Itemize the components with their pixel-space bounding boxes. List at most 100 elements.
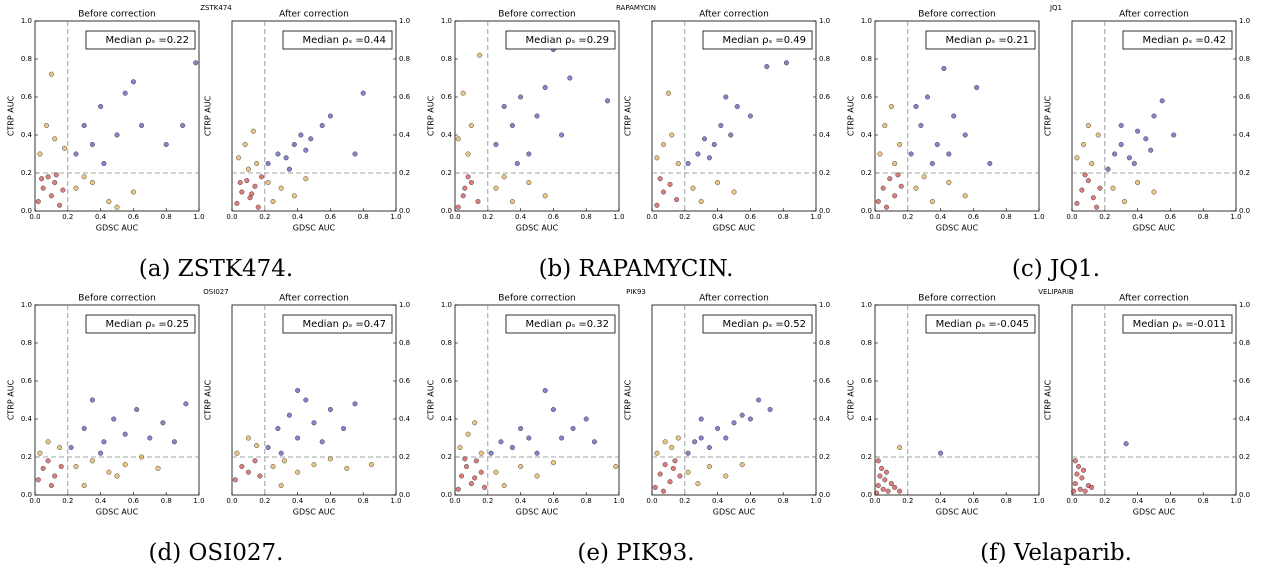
y-tick-label: 0.2 <box>399 453 410 461</box>
point <box>498 439 504 445</box>
point <box>89 397 95 403</box>
point <box>929 198 935 204</box>
x-tick-label: 0.6 <box>548 497 560 505</box>
figure-title: RAPAMYCIN <box>616 4 656 12</box>
axes-frame <box>454 20 620 212</box>
point <box>155 465 161 471</box>
point <box>106 469 112 475</box>
point <box>57 445 63 451</box>
x-tick-label: 0.4 <box>935 213 947 221</box>
point <box>660 189 666 195</box>
point <box>718 122 724 128</box>
x-tick-label: 0.6 <box>128 213 140 221</box>
point <box>48 193 54 199</box>
point <box>783 60 789 66</box>
point <box>1090 195 1096 201</box>
annotation: Median ρₛ =-0.045 <box>936 319 1029 330</box>
point <box>739 412 745 418</box>
axes-frame <box>231 304 397 496</box>
y-axis-label: CTRP AUC <box>624 379 633 420</box>
point <box>897 141 903 147</box>
x-tick-label: 0.2 <box>1099 497 1110 505</box>
point <box>57 202 63 208</box>
subplot-title: Before correction <box>498 294 576 304</box>
point <box>319 122 325 128</box>
y-tick-label: 0.6 <box>819 93 831 101</box>
y-tick-label: 1.0 <box>861 17 872 25</box>
point <box>1076 464 1082 470</box>
x-tick-label: 1.0 <box>613 213 624 221</box>
y-tick-label: 0.4 <box>441 131 453 139</box>
annotation: Median ρₛ =0.42 <box>1143 35 1226 46</box>
y-tick-label: 0.4 <box>21 415 33 423</box>
point <box>559 435 565 441</box>
y-axis-label: CTRP AUC <box>624 95 633 136</box>
subplot-title: Before correction <box>918 294 996 304</box>
point <box>534 113 540 119</box>
x-tick-label: 0.8 <box>1001 497 1012 505</box>
point <box>270 198 276 204</box>
point <box>457 445 463 451</box>
y-tick-label: 0.8 <box>819 55 830 63</box>
point <box>665 90 671 96</box>
point <box>303 176 309 182</box>
annotation-box <box>702 30 813 50</box>
x-axis-label: GDSC AUC <box>936 508 979 517</box>
subplot-title: Before correction <box>498 10 576 20</box>
point <box>291 141 297 147</box>
point <box>924 94 930 100</box>
y-tick-label: 1.0 <box>861 301 872 309</box>
point <box>52 136 58 142</box>
x-axis-label: GDSC AUC <box>96 224 139 233</box>
y-tick-label: 1.0 <box>441 17 452 25</box>
point <box>509 198 515 204</box>
point <box>1159 98 1165 104</box>
point <box>1126 155 1132 161</box>
point <box>613 464 619 470</box>
point <box>472 420 478 426</box>
point <box>974 84 980 90</box>
subplot-title: After correction <box>1119 294 1189 304</box>
x-tick-label: 0.6 <box>745 497 757 505</box>
y-tick-label: 0.6 <box>21 377 33 385</box>
point <box>473 458 479 464</box>
point <box>193 60 199 66</box>
point <box>501 174 507 180</box>
point <box>892 160 898 166</box>
y-tick-label: 0.6 <box>399 377 411 385</box>
point <box>250 128 256 134</box>
point <box>308 136 314 142</box>
point <box>352 401 358 407</box>
point <box>1151 113 1157 119</box>
x-tick-label: 0.8 <box>161 497 172 505</box>
point <box>921 174 927 180</box>
point <box>667 479 673 485</box>
annotation-box <box>925 314 1036 334</box>
point <box>43 122 49 128</box>
point <box>591 439 597 445</box>
point <box>73 464 79 470</box>
point <box>734 103 740 109</box>
y-tick-label: 0.2 <box>21 453 32 461</box>
point <box>892 193 898 199</box>
point <box>237 179 243 185</box>
point <box>130 79 136 85</box>
x-tick-label: 0.4 <box>935 497 947 505</box>
x-tick-label: 0.0 <box>1066 213 1077 221</box>
point <box>715 426 721 432</box>
point <box>163 141 169 147</box>
x-axis-label: GDSC AUC <box>516 224 559 233</box>
y-tick-label: 0.4 <box>21 131 33 139</box>
point <box>913 185 919 191</box>
point <box>254 443 260 449</box>
point <box>550 407 556 413</box>
point <box>1171 132 1177 138</box>
point <box>303 397 309 403</box>
point <box>1072 458 1078 464</box>
axes-frame <box>874 20 1040 212</box>
point <box>897 488 903 494</box>
x-tick-label: 0.4 <box>1132 497 1144 505</box>
point <box>946 179 952 185</box>
point <box>98 450 104 456</box>
y-tick-label: 0.6 <box>819 377 831 385</box>
